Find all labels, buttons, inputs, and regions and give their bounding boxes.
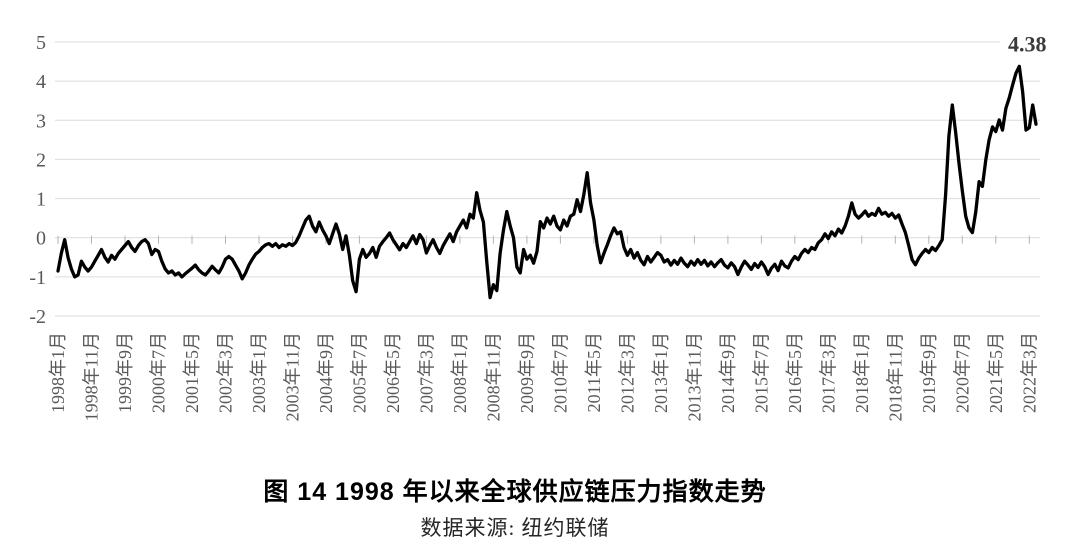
- x-axis-tick-label: 2014年9月: [718, 332, 738, 413]
- x-axis-tick-label: 2016年5月: [785, 332, 805, 413]
- y-axis-tick-label: 5: [36, 32, 46, 54]
- x-axis-tick-label: 2012年3月: [617, 332, 637, 413]
- x-axis-tick-label: 2013年1月: [651, 332, 671, 413]
- x-axis-tick-label: 2020年7月: [952, 332, 972, 413]
- x-axis-tick-label: 2002年3月: [216, 332, 236, 413]
- x-axis-tick-label: 2011年5月: [584, 332, 604, 412]
- y-axis-tick-label: 4: [36, 71, 46, 93]
- x-axis-tick-label: 2013年11月: [684, 332, 704, 421]
- x-axis-tick-label: 2008年11月: [483, 332, 503, 421]
- x-axis-tick-label: 2005年7月: [349, 332, 369, 413]
- x-axis-tick-label: 1998年1月: [48, 332, 68, 413]
- y-axis-tick-label: 2: [36, 149, 46, 171]
- gscpi-series-line: [56, 64, 1038, 300]
- x-axis-tick-label: 2004年9月: [316, 332, 336, 413]
- x-axis-tick-label: 2015年7月: [751, 332, 771, 413]
- y-axis-tick-label: 3: [36, 110, 46, 132]
- x-axis-tick-label: 2001年5月: [182, 332, 202, 413]
- x-axis-tick-label: 2007年3月: [416, 332, 436, 413]
- x-axis-tick-label: 2008年1月: [450, 332, 470, 413]
- y-axis-tick-label: 1: [36, 189, 46, 211]
- x-axis-tick-label: 2017年3月: [818, 332, 838, 413]
- x-axis-tick-label: 2019年9月: [919, 332, 939, 413]
- x-axis-tick-label: 1999年9月: [115, 332, 135, 413]
- figure-source: 数据来源: 纽约联储: [420, 516, 610, 540]
- x-axis-tick-label: 2003年11月: [283, 332, 303, 421]
- x-axis-tick-label: 2003年1月: [249, 332, 269, 413]
- x-axis-tick-label: 2021年5月: [986, 332, 1006, 413]
- peak-label-backing: [1000, 36, 1055, 56]
- x-axis-tick-label: 2022年3月: [1019, 332, 1039, 413]
- x-axis-tick-label: 2010年7月: [550, 332, 570, 413]
- x-axis-tick-label: 2018年1月: [852, 332, 872, 413]
- figure-title: 图 14 1998 年以来全球供应链压力指数走势: [263, 478, 767, 506]
- peak-value-label: 4.38: [1008, 31, 1047, 56]
- x-axis-tick-label: 2018年11月: [885, 332, 905, 421]
- x-axis-tick-label: 2000年7月: [149, 332, 169, 413]
- x-axis-tick-label: 2006年5月: [383, 332, 403, 413]
- y-axis-tick-label: 0: [36, 228, 46, 250]
- y-axis-tick-label: -2: [29, 306, 46, 328]
- x-axis-tick-label: 1998年11月: [82, 332, 102, 421]
- x-axis-tick-label: 2009年9月: [517, 332, 537, 413]
- y-axis-tick-label: -1: [29, 267, 46, 289]
